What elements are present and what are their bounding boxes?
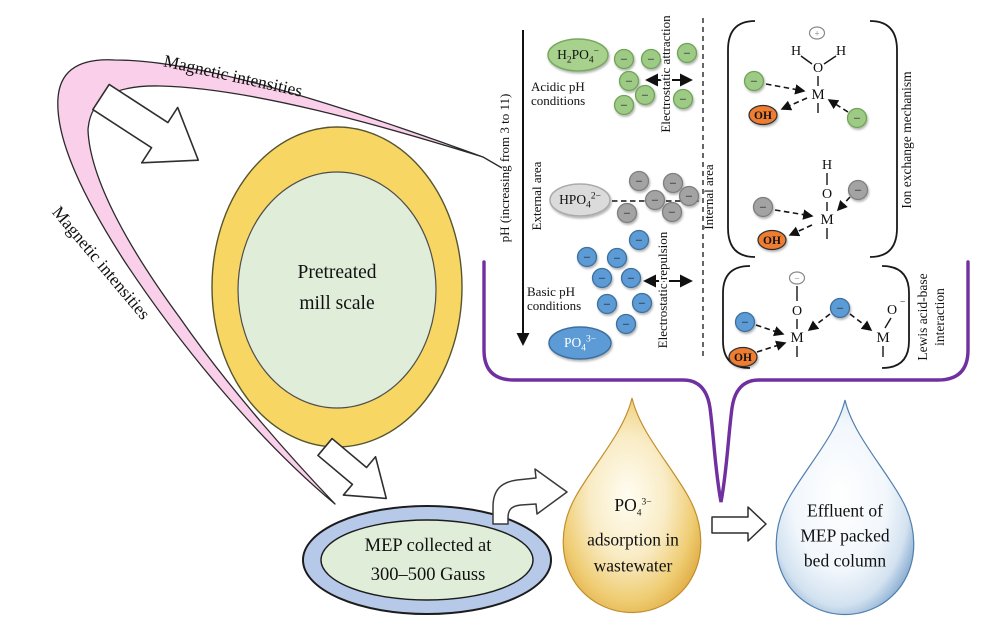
green-anion-group: − − − − − − − xyxy=(613,42,698,116)
down-right-block-arrow2-icon xyxy=(317,437,388,500)
svg-text:−: − xyxy=(622,317,629,332)
oh-leaving-group xyxy=(757,229,787,251)
atom-m: M xyxy=(876,330,889,346)
svg-text:OH: OH xyxy=(734,352,752,364)
svg-text:−: − xyxy=(668,205,675,220)
h2po4-formula: H2PO4− xyxy=(557,46,599,66)
svg-text:−: − xyxy=(741,315,748,330)
mep-collected-label: MEP collected at 300–500 Gauss xyxy=(364,536,492,585)
hpo4-ellipse xyxy=(549,183,611,217)
svg-text:−: − xyxy=(623,206,630,221)
svg-text:−: − xyxy=(635,174,642,189)
svg-text:−: − xyxy=(638,296,645,311)
oh-leaving-group xyxy=(748,104,778,126)
yellow-droplet-label: PO43− adsorption in wastewater xyxy=(587,489,679,578)
svg-text:−: − xyxy=(651,193,658,208)
po4-formula: PO43− xyxy=(614,495,652,519)
lewis-label-line2: interaction xyxy=(932,288,947,346)
svg-text:−: − xyxy=(683,46,690,61)
svg-text:−: − xyxy=(647,52,654,67)
svg-text:−: − xyxy=(679,92,686,107)
purple-brace xyxy=(482,260,970,503)
ph-axis-label: pH (increasing from 3 to 11) xyxy=(497,94,512,243)
atom-m: M xyxy=(811,87,824,103)
ion-exchange-label: Ion exchange mechanism xyxy=(899,71,914,209)
electrostatic-attraction-label: Electrostatic attraction xyxy=(658,15,673,133)
svg-text:+: + xyxy=(814,29,819,39)
blue-droplet xyxy=(775,399,915,615)
basic-conditions-label: Basic pH conditions xyxy=(527,284,582,313)
lewis-label-line1: Lewis acid-base xyxy=(915,273,930,360)
pretreated-mill-scale-ellipse xyxy=(211,126,463,448)
svg-text:OH: OH xyxy=(763,235,781,247)
svg-text:−: − xyxy=(635,233,642,248)
svg-text:−: − xyxy=(620,52,627,67)
svg-text:−: − xyxy=(583,250,590,265)
svg-text:OH: OH xyxy=(754,110,772,122)
svg-text:−: − xyxy=(794,274,799,284)
ion-exchange-bracket xyxy=(727,20,898,258)
blue-anion-group: − − − − − − − − xyxy=(576,229,653,335)
internal-area-label: Internal area xyxy=(701,164,716,230)
svg-text:−: − xyxy=(750,74,757,89)
mep-ellipse xyxy=(302,505,552,615)
svg-text:−: − xyxy=(620,98,627,113)
atom-o: O xyxy=(792,304,802,319)
minus-charge-icon: − xyxy=(788,271,806,285)
svg-text:−: − xyxy=(627,271,634,286)
svg-text:−: − xyxy=(598,271,605,286)
oh-group xyxy=(728,346,758,368)
svg-text:−: − xyxy=(669,176,676,191)
svg-text:−: − xyxy=(685,189,692,204)
gray-anion-group: − − − − − − xyxy=(616,170,700,224)
atom-o-minus-sup: − xyxy=(900,298,905,308)
hpo4-formula: HPO42− xyxy=(559,191,601,211)
svg-text:−: − xyxy=(853,111,860,126)
po4-ellipse-formula: PO43− xyxy=(563,334,597,354)
atom-h: H xyxy=(791,44,801,59)
svg-text:−: − xyxy=(603,297,610,312)
external-area-label: External area xyxy=(529,161,544,230)
svg-text:−: − xyxy=(759,200,766,215)
right-block-arrow-icon xyxy=(711,506,767,542)
svg-text:−: − xyxy=(854,183,861,198)
blue-droplet-label: Effluent of MEP packed bed column xyxy=(800,500,890,571)
ion-exchange-structure-acidic: + H H O M − − OH xyxy=(743,26,868,129)
svg-text:−: − xyxy=(625,74,632,89)
plus-charge-icon: + xyxy=(808,26,826,40)
svg-text:−: − xyxy=(613,251,620,266)
atom-o: O xyxy=(813,61,823,76)
magnetic-field-shape xyxy=(57,59,503,505)
down-right-block-arrow-icon xyxy=(92,83,200,164)
electrostatic-repulsion-label: Electrostatic repulsion xyxy=(655,231,670,348)
yellow-droplet xyxy=(562,397,702,613)
lewis-structure: − O M − − OH O − M xyxy=(728,271,905,368)
atom-o: O xyxy=(822,187,832,202)
atom-h: H xyxy=(822,158,832,173)
svg-text:−: − xyxy=(836,301,843,316)
atom-m: M xyxy=(820,212,833,228)
atom-h: H xyxy=(836,44,846,59)
atom-o-minus: O xyxy=(887,303,897,318)
svg-text:−: − xyxy=(641,88,648,103)
curved-arrow-icon xyxy=(492,468,568,525)
pretreated-mill-scale-label: Pretreated mill scale xyxy=(297,262,377,314)
acidic-conditions-label: Acidic pH conditions xyxy=(531,79,586,108)
po4-ellipse xyxy=(548,326,612,360)
atom-m: M xyxy=(790,330,803,346)
h2po4-ellipse xyxy=(547,38,609,72)
ion-exchange-structure-neutral: H O M − − OH xyxy=(752,158,869,251)
